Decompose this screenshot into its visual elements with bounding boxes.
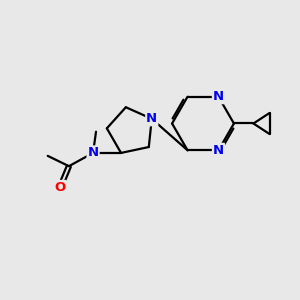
Text: N: N xyxy=(213,144,224,157)
Text: N: N xyxy=(146,112,157,125)
Text: O: O xyxy=(55,181,66,194)
Text: N: N xyxy=(88,146,99,159)
Text: N: N xyxy=(213,90,224,103)
